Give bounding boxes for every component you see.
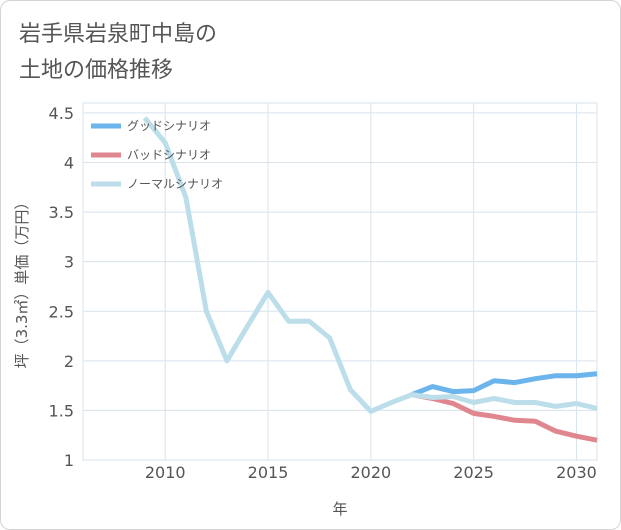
chart-title: 岩手県岩泉町中島の 土地の価格推移	[19, 17, 217, 89]
y-axis-title: 坪（3.3㎡）単価（万円）	[13, 195, 31, 369]
chart-title-line-1: 岩手県岩泉町中島の	[19, 22, 218, 47]
legend-label-2: ノーマルシナリオ	[127, 177, 223, 191]
x-tick-label: 2010	[145, 463, 186, 482]
x-tick-label: 2015	[248, 463, 289, 482]
series-lines	[142, 116, 598, 443]
legend-label-0: グッドシナリオ	[127, 119, 211, 133]
y-tick-label: 4	[64, 154, 74, 173]
legend-label-1: バッドシナリオ	[127, 148, 211, 162]
grid	[82, 102, 598, 461]
y-tick-label: 3.5	[49, 203, 74, 222]
y-tick-label: 2.5	[49, 302, 74, 321]
y-tick-label: 1.5	[49, 401, 74, 420]
series-line-2	[142, 116, 598, 414]
x-tick-label: 2020	[350, 463, 391, 482]
x-axis-title: 年	[332, 500, 347, 518]
series-line-1	[411, 392, 598, 443]
x-tick-label: 2030	[556, 463, 597, 482]
y-tick-label: 4.5	[49, 104, 74, 123]
y-tick-label: 2	[64, 352, 74, 371]
y-tick-label: 3	[64, 253, 74, 272]
y-tick-labels: 1 1.5 2 2.5 3 3.5 4 4.5	[49, 104, 74, 470]
x-tick-labels: 2010 2015 2020 2025 2030	[145, 463, 597, 482]
series-line-0	[411, 371, 598, 397]
chart-title-line-2: 土地の価格推移	[19, 58, 174, 83]
x-tick-label: 2025	[453, 463, 494, 482]
y-tick-label: 1	[64, 451, 74, 470]
